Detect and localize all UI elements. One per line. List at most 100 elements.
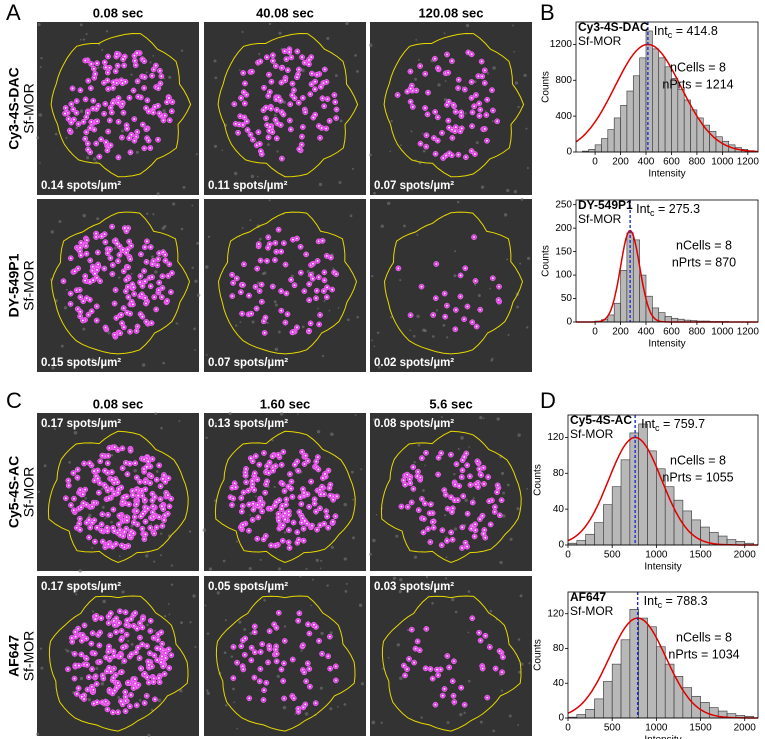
spot-core: [248, 529, 250, 532]
y-tick-label: 100: [555, 270, 572, 281]
speckle: [412, 334, 416, 338]
speckle: [467, 631, 470, 634]
spot-core: [432, 314, 435, 316]
spot-core: [168, 119, 171, 122]
speckle: [75, 593, 78, 596]
spot-core: [241, 312, 243, 315]
speckle: [206, 632, 210, 635]
spot-core: [141, 643, 144, 646]
spot-core: [424, 667, 427, 670]
spot-core: [128, 534, 131, 537]
spot-core: [245, 93, 248, 96]
spot-core: [90, 310, 93, 313]
int-subscript: c: [658, 600, 663, 610]
spot-core: [78, 517, 81, 520]
spot-core: [112, 87, 114, 89]
spot-core: [77, 123, 80, 125]
speckle: [345, 21, 349, 26]
hist-title: Cy5-4S-AC: [570, 413, 632, 427]
cell-outline: [47, 430, 189, 564]
spot-core: [97, 491, 100, 494]
speckle: [454, 610, 458, 614]
speckle: [338, 180, 342, 184]
speckle: [145, 554, 149, 558]
speckle: [472, 497, 475, 500]
spot-core: [451, 680, 454, 683]
spot-core: [443, 688, 446, 690]
spot-core: [417, 509, 420, 511]
speckle: [416, 314, 420, 319]
spot-core: [93, 519, 96, 522]
spot-core: [290, 480, 293, 483]
spot-core: [163, 114, 166, 117]
spot-core: [92, 702, 95, 705]
spot-core: [110, 471, 113, 474]
noise: [371, 197, 531, 369]
spot-core: [425, 134, 428, 137]
spot-core: [424, 72, 427, 75]
spot-core: [132, 687, 135, 689]
speckle: [195, 153, 198, 156]
speckle: [160, 554, 163, 557]
x-tick-label: 500: [604, 550, 621, 561]
spot-core: [113, 530, 116, 533]
spot-core: [151, 492, 154, 495]
spot-core: [466, 512, 469, 515]
spot-core: [446, 507, 449, 510]
spot-core: [402, 479, 405, 482]
spot-core: [328, 487, 331, 490]
spot-core: [285, 292, 288, 295]
spot-core: [104, 700, 107, 703]
spot-core: [149, 630, 152, 632]
spot-core: [114, 70, 117, 73]
speckle: [387, 656, 390, 659]
spot-core: [144, 280, 146, 283]
spot-core: [154, 64, 157, 67]
spot-core: [485, 114, 488, 116]
spot-core: [119, 332, 122, 335]
stat-annotation: nPrts = 1034: [668, 647, 739, 661]
spot-core: [71, 87, 74, 90]
spot-core: [111, 711, 114, 714]
spot-core: [85, 252, 88, 255]
spot-core: [77, 687, 80, 690]
bar: [652, 48, 660, 153]
spot-core: [78, 289, 81, 291]
spot-core: [158, 252, 161, 255]
speckle: [220, 188, 223, 191]
spot-core: [145, 128, 148, 131]
spot-core: [85, 245, 87, 247]
spot-core: [250, 312, 253, 315]
spot-core: [282, 680, 285, 682]
spot-core: [133, 59, 136, 62]
speckle: [40, 56, 43, 60]
spot-core: [268, 91, 271, 93]
spot-core: [118, 523, 120, 526]
spot-core: [281, 539, 284, 542]
spot-core: [483, 69, 486, 72]
speckle: [351, 167, 354, 170]
spot-core: [128, 240, 131, 243]
spot-core: [296, 237, 298, 240]
spot-core: [88, 536, 90, 539]
spot-core: [483, 82, 486, 84]
spot-core: [429, 668, 432, 670]
y-axis-label: Counts: [533, 464, 544, 496]
spot-core: [255, 307, 258, 310]
spot-core: [132, 89, 135, 92]
speckle: [208, 567, 213, 571]
spot-core: [310, 56, 313, 59]
spot-core: [277, 519, 280, 522]
spot-core: [297, 101, 300, 104]
stat-annotation: nPrts = 1055: [662, 470, 733, 484]
spot-core: [253, 472, 256, 475]
spot-core: [244, 471, 247, 474]
spot-core: [243, 653, 246, 656]
spot-core: [77, 627, 80, 630]
spot-core: [420, 285, 423, 288]
time-label: 0.08 sec: [93, 396, 144, 411]
spot-core: [145, 320, 148, 323]
speckle: [323, 299, 326, 302]
spot-core: [134, 682, 137, 685]
spot-core: [109, 257, 112, 259]
